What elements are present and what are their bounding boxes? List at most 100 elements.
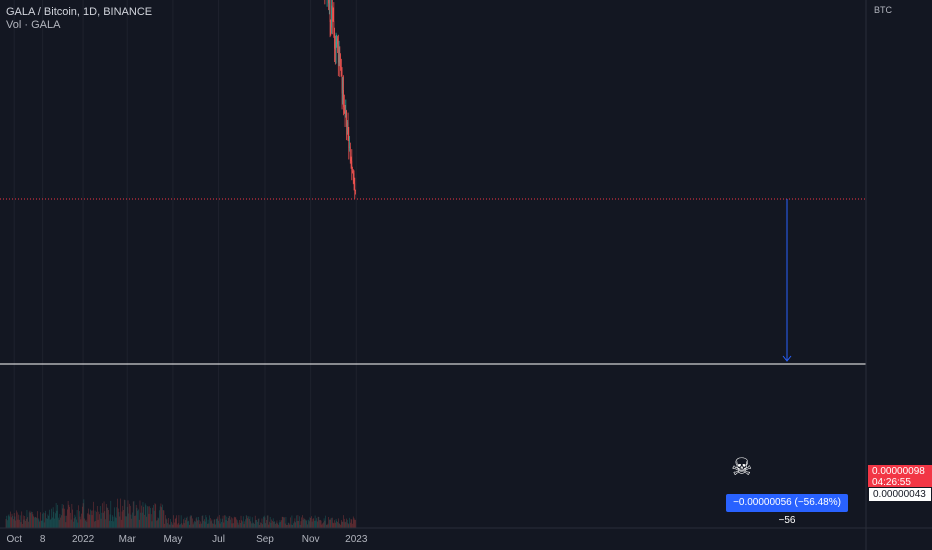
candle-body (352, 171, 353, 173)
volume-bar (215, 518, 217, 528)
price-axis-unit: BTC (874, 5, 892, 15)
volume-bar (351, 519, 353, 528)
volume-bar (221, 521, 222, 528)
chart-overlays (0, 198, 866, 365)
volume-bar (117, 498, 118, 528)
volume-bar (260, 522, 261, 528)
volume-bar (94, 510, 96, 528)
volume-bar (221, 518, 223, 528)
volume-bar (70, 519, 72, 528)
volume-bar (227, 518, 229, 528)
volume-bar (309, 517, 311, 528)
volume-bar (216, 518, 218, 528)
volume-bar (153, 505, 154, 528)
candle-body (346, 122, 348, 127)
volume-bar (133, 501, 135, 528)
volume-bar (103, 501, 105, 528)
volume-bar (237, 522, 239, 528)
volume-bar (328, 519, 330, 528)
volume-bar (274, 521, 276, 528)
volume-bar (301, 517, 302, 528)
volume-bar (160, 503, 162, 528)
volume-bar (107, 508, 109, 528)
candle-body (342, 89, 344, 94)
volume-bar (219, 523, 221, 528)
volume-bar (27, 517, 29, 528)
volume-bar (144, 514, 145, 528)
volume-bar (198, 520, 200, 528)
volume-bar (71, 504, 73, 528)
volume-bar (206, 517, 207, 528)
candle-body (331, 5, 333, 20)
volume-bar (106, 507, 108, 528)
candle-body (330, 22, 332, 28)
volume-bar (259, 524, 261, 528)
volume-bar (235, 517, 237, 528)
volume-bar (85, 519, 87, 528)
volume-bar (331, 517, 333, 528)
volume-bar (93, 521, 95, 528)
volume-bar (257, 518, 259, 528)
volume-bar (177, 524, 178, 528)
candle-body (339, 55, 341, 66)
volume-bar (84, 518, 85, 528)
time-axis-tick-label: Oct (6, 534, 22, 545)
volume-bar (122, 505, 124, 528)
volume-bar (325, 524, 327, 528)
volume-bar (13, 513, 15, 528)
volume-bar (74, 514, 76, 528)
volume-bar (199, 524, 201, 528)
price-axis[interactable]: 0.000015000.000014000.000013000.00001200… (865, 0, 922, 550)
volume-bar (293, 523, 294, 528)
volume-bar (319, 520, 320, 528)
volume-bar (132, 501, 134, 528)
volume-bar (198, 516, 199, 528)
volume-bar (72, 509, 73, 528)
volume-bar (164, 523, 166, 528)
measure-tool-label[interactable]: −0.00000056 (−56.48%) −56 (726, 494, 848, 526)
volume-bar (329, 519, 331, 528)
volume-bar (138, 509, 139, 528)
volume-bar (145, 505, 147, 528)
time-axis[interactable]: Oct 8 2022 Mar May Jul Sep Nov 2023 (0, 527, 932, 545)
volume-bar (294, 518, 296, 528)
volume-bar (101, 512, 103, 528)
volume-bar (139, 500, 141, 528)
volume-bar (209, 515, 210, 528)
skull-icon: ☠ (731, 454, 753, 481)
volume-bar (339, 523, 341, 528)
volume-bar (335, 518, 337, 528)
volume-bar (105, 519, 106, 528)
volume-bar (78, 511, 80, 528)
volume-bar (39, 521, 41, 528)
volume-bar (256, 519, 258, 528)
volume-bar (264, 517, 266, 528)
volume-bar (75, 519, 77, 528)
volume-bar (224, 515, 225, 528)
volume-bar (311, 516, 312, 528)
volume-bar (168, 524, 170, 528)
volume-bar (13, 519, 14, 528)
volume-bar (156, 520, 157, 528)
volume-bar (182, 524, 183, 528)
volume-bar (308, 519, 309, 528)
volume-bar (275, 522, 277, 528)
volume-bar (317, 516, 319, 528)
volume-bar (238, 524, 240, 528)
volume-bar (14, 516, 16, 528)
candle-body (337, 38, 338, 45)
volume-bar (125, 516, 127, 528)
volume-bar (15, 520, 17, 528)
volume-bar (272, 521, 273, 528)
volume-bar (192, 524, 194, 528)
volume-bar (62, 508, 64, 528)
volume-bar (99, 506, 101, 528)
volume-bar (28, 512, 30, 528)
volume-bar (46, 518, 48, 528)
candle-body (341, 75, 343, 94)
volume-bar (73, 521, 74, 528)
volume-bar (265, 523, 267, 528)
volume-bar (206, 523, 208, 528)
volume-bar (170, 519, 172, 528)
